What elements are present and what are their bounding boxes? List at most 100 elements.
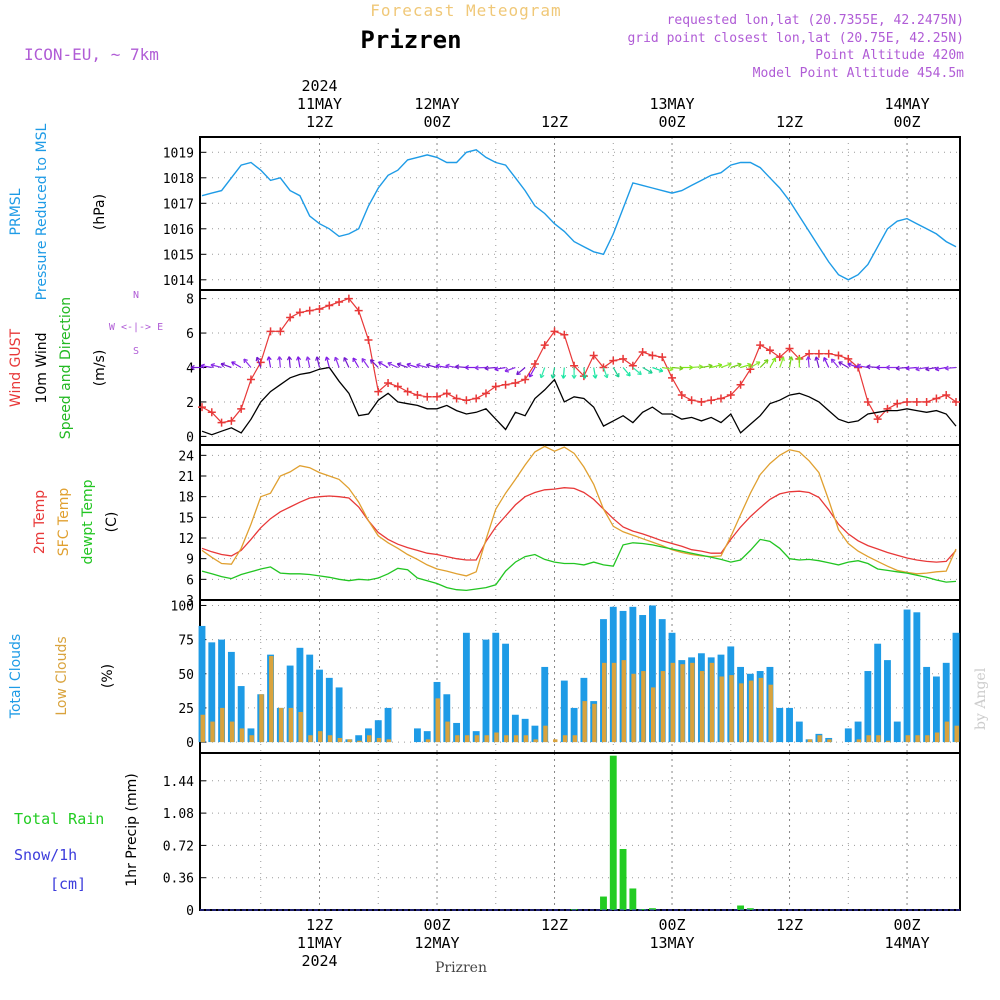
y-tick-label: 24 xyxy=(178,449,194,464)
wind-direction-arrowhead xyxy=(474,365,479,371)
wind-direction-arrowhead xyxy=(504,367,510,373)
low-clouds-bar xyxy=(876,735,881,743)
gust-point xyxy=(276,327,285,336)
gust-point xyxy=(834,351,843,360)
y-tick-label: 1016 xyxy=(163,223,194,238)
wind-direction-arrow xyxy=(779,356,785,368)
wind-direction-arrow xyxy=(671,366,684,370)
y-tick-label: 6 xyxy=(186,327,194,342)
wind-direction-arrowhead xyxy=(838,361,843,366)
wind-direction-arrow xyxy=(856,364,868,369)
wind-direction-arrow xyxy=(297,356,301,368)
wind-direction-arrowhead xyxy=(847,362,852,368)
rain-bar xyxy=(746,908,754,910)
gust-point xyxy=(609,356,618,365)
gust-point xyxy=(873,415,882,424)
low-clouds-bar xyxy=(445,721,450,743)
total-clouds-bar xyxy=(884,660,891,743)
total-clouds-label: Total Clouds xyxy=(8,634,24,719)
wind-direction-arrow xyxy=(406,363,418,369)
gust-point xyxy=(413,391,422,400)
gust-point xyxy=(335,298,344,307)
gust-label: Wind GUST xyxy=(8,328,24,407)
low-clouds-bar xyxy=(748,680,754,743)
point-altitude: Point Altitude 420m xyxy=(815,48,964,63)
total-clouds-bar xyxy=(844,728,852,743)
gust-point xyxy=(217,418,226,427)
wind-direction-arrow xyxy=(662,366,674,371)
total-clouds-bar xyxy=(384,707,392,743)
wind-unit: (m/s) xyxy=(92,350,108,387)
wind-direction-arrowhead xyxy=(582,374,588,379)
wind-direction-arrowhead xyxy=(830,358,836,364)
low-clouds-bar xyxy=(602,662,607,743)
wind-direction-arrowhead xyxy=(708,363,713,369)
gust-point xyxy=(785,344,794,353)
wind-direction-arrow xyxy=(494,366,506,371)
y-tick-label: 12 xyxy=(178,532,194,547)
wind-direction-arrow xyxy=(925,366,937,371)
low-clouds-bar xyxy=(856,739,862,743)
wind-direction-arrow xyxy=(830,358,839,368)
time-label-top: 00Z xyxy=(893,113,920,131)
total-clouds-bar xyxy=(414,728,421,743)
low-clouds-bar xyxy=(925,735,930,743)
wind-direction-arrow xyxy=(256,356,262,368)
low-clouds-bar xyxy=(200,714,205,743)
y-tick-label: 0 xyxy=(186,904,194,919)
gust-point xyxy=(198,403,206,412)
requested-coords: requested lon,lat (20.7355E, 42.2475N) xyxy=(667,13,964,28)
wind-direction-arrowhead xyxy=(550,374,556,379)
y-tick-label: 18 xyxy=(178,491,194,506)
wind-direction-arrow xyxy=(896,366,908,370)
gust-point xyxy=(726,391,735,400)
y-tick-label: 100 xyxy=(171,599,194,614)
temperature-panel: 3 6 9 12 15 18 21 24 xyxy=(178,444,961,609)
wind-direction-arrow xyxy=(562,367,565,379)
wind-direction-arrowhead xyxy=(866,364,871,370)
gust-point xyxy=(844,354,853,363)
wind-direction-arrow xyxy=(210,364,222,369)
total-clouds-bar xyxy=(374,720,382,743)
wind-direction-arrow xyxy=(593,367,597,379)
wind-direction-arrowhead xyxy=(944,365,949,371)
gust-point xyxy=(952,397,960,406)
compass-west-east: W <-|-> E xyxy=(109,322,163,333)
total-clouds-bar xyxy=(492,632,500,743)
low-clouds-bar xyxy=(220,707,225,743)
wind-direction-arrowhead xyxy=(369,359,375,364)
time-label-bottom: 11MAY xyxy=(297,934,342,952)
time-label-top: 2024 xyxy=(301,77,337,95)
pressure-sublabel: Pressure Reduced to MSL xyxy=(34,123,50,300)
low-clouds-bar xyxy=(484,735,489,743)
wind-direction-arrow xyxy=(691,365,703,369)
low-clouds-bar xyxy=(366,735,372,743)
wind-direction-arrowhead xyxy=(614,373,620,378)
compass-south: S xyxy=(133,346,139,357)
panel-frame xyxy=(199,444,961,601)
low-clouds-bar xyxy=(455,735,460,743)
wind-direction-arrow xyxy=(905,366,917,370)
low-clouds-bar xyxy=(660,671,666,743)
low-clouds-bar xyxy=(543,725,548,743)
wind-speed-line xyxy=(201,366,957,436)
wind-direction-arrowhead xyxy=(925,366,930,372)
wind-direction-arrow xyxy=(455,365,467,369)
gust-point xyxy=(589,351,598,360)
y-tick-label: 1017 xyxy=(163,197,194,212)
model-label: ICON-EU, ~ 7km xyxy=(24,45,159,64)
low-clouds-bar xyxy=(464,735,470,743)
gust-point xyxy=(501,380,510,389)
time-label-top: 00Z xyxy=(423,113,450,131)
wind-direction-arrow xyxy=(504,366,516,372)
time-label-bottom: 00Z xyxy=(893,916,920,934)
low-clouds-bar xyxy=(386,739,391,743)
total-clouds-bar xyxy=(913,612,921,743)
low-clouds-bar xyxy=(298,712,303,743)
low-clouds-bar xyxy=(562,735,568,743)
wind-direction-arrowhead xyxy=(885,364,890,371)
direction-label: Speed and Direction xyxy=(58,297,74,439)
low-clouds-bar xyxy=(934,732,940,743)
wind-direction-arrowhead xyxy=(396,362,402,368)
